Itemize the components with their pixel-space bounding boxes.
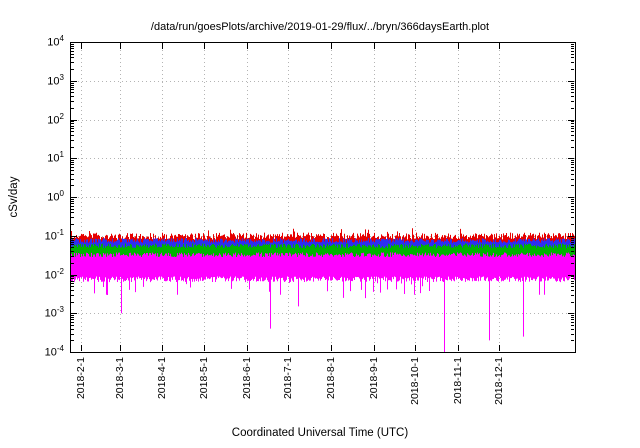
x-tick-label: 2018-5-1 (198, 357, 210, 400)
x-tick-label: 2018-6-1 (241, 357, 253, 400)
y-tick-label: 102 (47, 111, 64, 127)
x-tick-label: 2018-7-1 (282, 357, 294, 400)
x-tick-label: 2018-4-1 (156, 357, 168, 400)
y-tick-label: 10-1 (44, 227, 64, 243)
y-tick-label: 104 (47, 34, 64, 49)
x-tick-label: 2018-2-1 (75, 357, 87, 400)
y-tick-label: 100 (47, 189, 64, 204)
x-tick-label: 2018-8-1 (325, 357, 337, 400)
x-axis-title: Coordinated Universal Time (UTC) (231, 427, 409, 439)
y-tick-label: 101 (47, 150, 64, 165)
y-tick-label: 103 (47, 72, 64, 88)
x-tick-label: 2018-11-1 (452, 357, 464, 405)
y-tick-label: 10-3 (44, 305, 64, 320)
x-tick-label: 2018-12-1 (493, 357, 505, 405)
x-tick-label: 2018-9-1 (368, 357, 380, 400)
y-tick-label: 10-4 (44, 344, 64, 359)
chart-title: /data/run/goesPlots/archive/2019-01-29/f… (150, 21, 490, 33)
x-tick-label: 2018-3-1 (114, 357, 126, 400)
y-tick-label: 10-2 (44, 266, 64, 282)
x-tick-label: 2018-10-1 (409, 357, 421, 405)
